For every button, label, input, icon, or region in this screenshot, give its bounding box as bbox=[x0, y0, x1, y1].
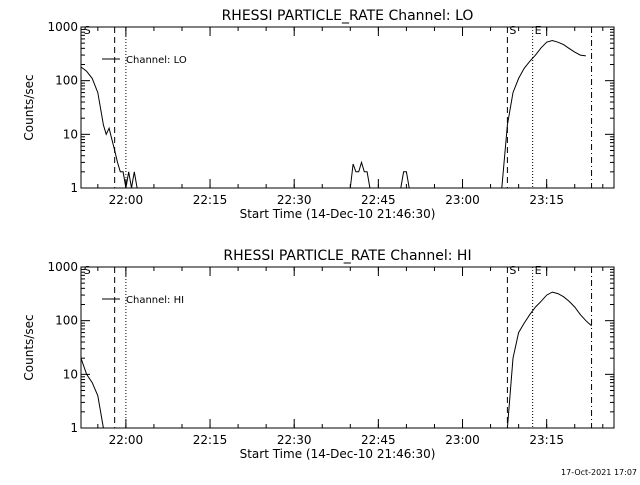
chart-title: RHESSI PARTICLE_RATE Channel: HI bbox=[223, 248, 471, 264]
x-axis-label: Start Time (14-Dec-10 21:46:30) bbox=[240, 447, 436, 461]
legend-label: Channel: HI bbox=[126, 295, 184, 306]
series-line bbox=[506, 291, 592, 429]
x-tick-label: 22:45 bbox=[361, 433, 396, 447]
y-tick-label: 100 bbox=[55, 314, 78, 328]
x-tick-label: 22:15 bbox=[193, 193, 228, 207]
series-line bbox=[400, 171, 410, 189]
series-line bbox=[80, 66, 138, 189]
y-tick-label: 10 bbox=[63, 127, 78, 141]
footer-timestamp: 17-Oct-2021 17:07 bbox=[561, 468, 637, 477]
x-tick-label: 22:00 bbox=[109, 433, 144, 447]
x-tick-label: 23:15 bbox=[529, 433, 564, 447]
x-tick-label: 22:15 bbox=[193, 433, 228, 447]
marker-label: S bbox=[509, 24, 516, 37]
panel-channel-lo: RHESSI PARTICLE_RATE Channel: LO 1 10 100 10… bbox=[22, 8, 615, 221]
y-tick-label: 1000 bbox=[47, 260, 78, 274]
y-tick-label: 1 bbox=[70, 181, 78, 195]
series-line bbox=[501, 39, 586, 189]
y-axis-label: Counts/sec bbox=[22, 314, 36, 380]
x-tick-label: 22:30 bbox=[277, 433, 312, 447]
plot-frame bbox=[80, 26, 615, 189]
marker-label: E bbox=[535, 264, 542, 277]
series-line bbox=[80, 358, 104, 429]
series-line bbox=[349, 160, 376, 189]
x-tick-label: 23:00 bbox=[445, 193, 480, 207]
x-tick-label: 23:15 bbox=[529, 193, 564, 207]
x-tick-label: 23:00 bbox=[445, 433, 480, 447]
marker-label: S bbox=[84, 264, 91, 277]
x-tick-label: 22:30 bbox=[277, 193, 312, 207]
marker-label: E bbox=[535, 24, 542, 37]
marker-label: S bbox=[84, 24, 91, 37]
x-tick-label: 22:45 bbox=[361, 193, 396, 207]
plot-frame bbox=[80, 266, 615, 429]
y-tick-label: 100 bbox=[55, 74, 78, 88]
legend-label: Channel: LO bbox=[126, 55, 187, 66]
x-tick-label: 22:00 bbox=[109, 193, 144, 207]
y-tick-label: 10 bbox=[63, 367, 78, 381]
y-tick-label: 1 bbox=[70, 421, 78, 435]
chart-title: RHESSI PARTICLE_RATE Channel: LO bbox=[222, 8, 474, 24]
y-axis-label: Counts/sec bbox=[22, 74, 36, 140]
x-axis-label: Start Time (14-Dec-10 21:46:30) bbox=[240, 207, 436, 221]
marker-label: S bbox=[509, 264, 516, 277]
y-tick-label: 1000 bbox=[47, 20, 78, 34]
panel-channel-hi: RHESSI PARTICLE_RATE Channel: HI 1 10 100 10… bbox=[22, 248, 615, 461]
